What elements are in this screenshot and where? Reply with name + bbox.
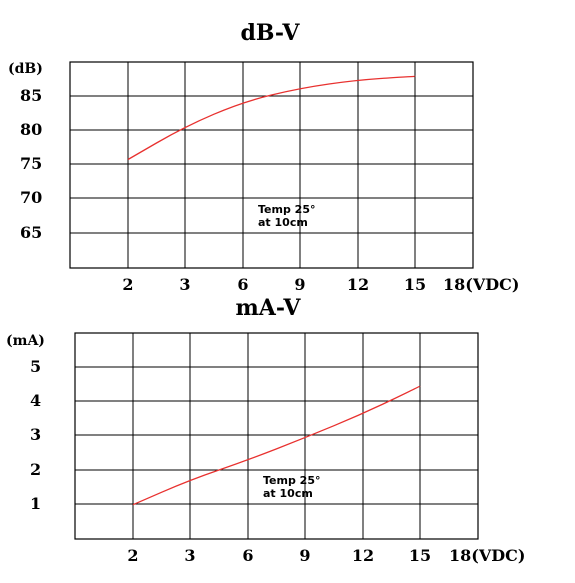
- annotation-line: at 10cm: [258, 216, 308, 229]
- annotation-line: Temp 25°: [258, 203, 315, 216]
- y-axis-unit: (dB): [8, 61, 43, 77]
- x-tick-label: 6: [237, 275, 248, 294]
- y-axis-unit: (mA): [6, 333, 45, 349]
- grid: [69, 61, 474, 269]
- annotation-line: Temp 25°: [263, 474, 320, 487]
- x-tick-label: 9: [299, 546, 310, 565]
- y-tick-label: 75: [20, 154, 42, 173]
- y-tick-labels: 5 4 3 2 1: [30, 357, 41, 513]
- x-tick-label: 12: [352, 546, 374, 565]
- x-tick-label: 6: [242, 546, 253, 565]
- x-tick-label: 15: [409, 546, 431, 565]
- x-tick-labels: 2 3 6 9 12 15 18(VDC): [127, 546, 525, 565]
- y-tick-label: 65: [20, 223, 42, 242]
- series-line: [132, 385, 421, 506]
- x-tick-labels: 2 3 6 9 12 15 18(VDC): [122, 275, 519, 294]
- x-tick-label: 12: [347, 275, 369, 294]
- y-tick-label: 2: [30, 460, 41, 479]
- ma-v-chart: mA-V (mA) 5 4 3 2 1 2 3 6 9: [6, 295, 525, 565]
- grid: [74, 332, 479, 540]
- annotation-line: at 10cm: [263, 487, 313, 500]
- x-tick-label: 3: [184, 546, 195, 565]
- x-tick-label: 9: [294, 275, 305, 294]
- x-axis-unit: 18(VDC): [449, 546, 525, 565]
- x-tick-label: 3: [179, 275, 190, 294]
- series-line: [127, 75, 416, 161]
- y-tick-label: 3: [30, 425, 41, 444]
- chart-title: dB-V: [241, 20, 301, 46]
- y-tick-label: 4: [30, 391, 41, 410]
- y-tick-label: 1: [30, 494, 41, 513]
- y-tick-label: 5: [30, 357, 41, 376]
- y-tick-labels: 85 80 75 70 65: [20, 86, 42, 242]
- x-axis-unit: 18(VDC): [443, 275, 519, 294]
- y-tick-label: 85: [20, 86, 42, 105]
- plot-frame: [69, 61, 474, 269]
- x-tick-label: 2: [127, 546, 138, 565]
- x-tick-label: 2: [122, 275, 133, 294]
- chart-title: mA-V: [236, 295, 302, 321]
- y-tick-label: 80: [20, 120, 42, 139]
- db-v-chart: dB-V (dB) 85 80 75 70 65 2 3 6 9: [8, 20, 519, 294]
- x-tick-label: 15: [404, 275, 426, 294]
- y-tick-label: 70: [20, 188, 42, 207]
- plot-frame: [74, 332, 479, 540]
